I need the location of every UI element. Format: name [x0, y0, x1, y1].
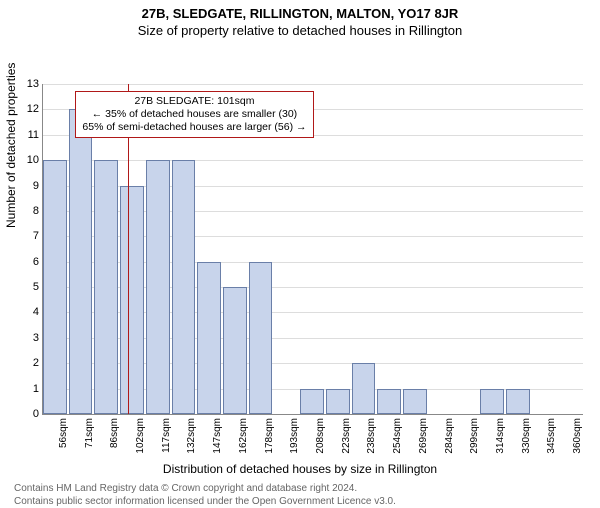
y-tick-label: 4 [33, 306, 39, 318]
bar [377, 389, 401, 414]
x-tick-label: 117sqm [161, 418, 172, 453]
bar [172, 160, 196, 414]
x-tick-label: 345sqm [546, 418, 557, 454]
annot-line2: ← 35% of detached houses are smaller (30… [82, 108, 306, 121]
bar [69, 109, 93, 414]
annot-line3: 65% of semi-detached houses are larger (… [82, 121, 306, 134]
bar [506, 389, 530, 414]
bar [120, 186, 144, 414]
y-tick-label: 8 [33, 205, 39, 217]
x-axis-label: Distribution of detached houses by size … [0, 462, 600, 476]
y-tick-label: 2 [33, 357, 39, 369]
x-tick-label: 269sqm [418, 418, 429, 454]
x-tick-label: 299sqm [469, 418, 480, 454]
y-tick-label: 9 [33, 180, 39, 192]
bar [94, 160, 118, 414]
x-tick-label: 193sqm [289, 418, 300, 454]
x-tick-label: 223sqm [341, 418, 352, 454]
y-tick-label: 13 [27, 78, 39, 90]
x-tick-label: 238sqm [366, 418, 377, 454]
bar [480, 389, 504, 414]
y-axis-label: Number of detached properties [4, 63, 18, 228]
bar [326, 389, 350, 414]
bar [403, 389, 427, 414]
bar [223, 287, 247, 414]
page-title-desc: Size of property relative to detached ho… [0, 23, 600, 38]
x-tick-label: 162sqm [238, 418, 249, 454]
y-tick-label: 7 [33, 230, 39, 242]
y-tick-label: 0 [33, 408, 39, 420]
bar [197, 262, 221, 414]
y-tick-label: 12 [27, 103, 39, 115]
bar [300, 389, 324, 414]
footer-line2: Contains public sector information licen… [14, 495, 600, 508]
page-title-address: 27B, SLEDGATE, RILLINGTON, MALTON, YO17 … [0, 6, 600, 21]
y-tick-label: 10 [27, 154, 39, 166]
x-tick-label: 314sqm [495, 418, 506, 454]
y-tick-label: 11 [28, 129, 39, 141]
annotation-box: 27B SLEDGATE: 101sqm← 35% of detached ho… [75, 91, 313, 138]
gridline [43, 160, 583, 161]
x-tick-label: 71sqm [84, 418, 95, 448]
x-tick-label: 284sqm [444, 418, 455, 454]
x-tick-label: 178sqm [264, 418, 275, 454]
x-tick-label: 132sqm [186, 418, 197, 454]
x-tick-label: 360sqm [572, 418, 583, 454]
bar [43, 160, 67, 414]
bar [352, 363, 376, 414]
x-tick-label: 86sqm [109, 418, 120, 448]
footer: Contains HM Land Registry data © Crown c… [14, 482, 600, 508]
footer-line1: Contains HM Land Registry data © Crown c… [14, 482, 600, 495]
y-tick-label: 5 [33, 281, 39, 293]
x-tick-label: 102sqm [135, 418, 146, 454]
x-tick-label: 208sqm [315, 418, 326, 454]
x-tick-label: 330sqm [521, 418, 532, 454]
x-tick-label: 56sqm [58, 418, 69, 448]
bar [146, 160, 170, 414]
y-tick-label: 3 [33, 332, 39, 344]
y-tick-label: 6 [33, 256, 39, 268]
plot-area: 01234567891011121356sqm71sqm86sqm102sqm1… [42, 84, 583, 415]
bar [249, 262, 273, 414]
annot-line1: 27B SLEDGATE: 101sqm [82, 95, 306, 108]
chart-container: Number of detached properties 0123456789… [0, 38, 600, 464]
x-tick-label: 254sqm [392, 418, 403, 454]
x-tick-label: 147sqm [212, 418, 223, 454]
gridline [43, 84, 583, 85]
y-tick-label: 1 [33, 383, 39, 395]
